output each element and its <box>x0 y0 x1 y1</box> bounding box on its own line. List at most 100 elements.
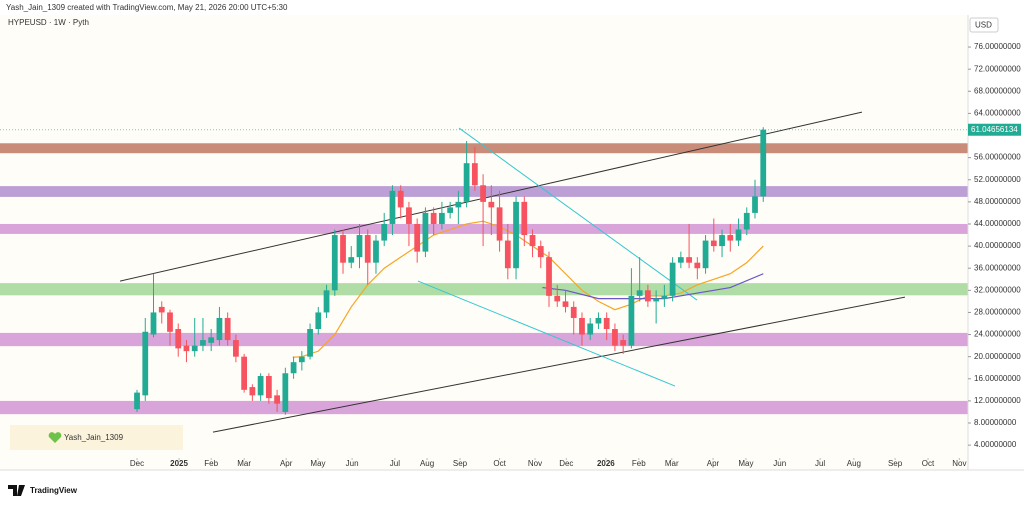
last-price-label: 61.04656134 <box>971 125 1018 134</box>
candle-body <box>158 306 165 313</box>
candle-body <box>727 235 734 241</box>
x-tick-label: Mar <box>237 459 251 468</box>
candle-body <box>167 312 173 332</box>
watermark-box <box>10 425 183 450</box>
logo-text: TradingView <box>30 486 78 495</box>
candle-body <box>265 376 272 399</box>
y-tick-label: 48.00000000 <box>974 197 1021 206</box>
candle-body <box>142 331 149 396</box>
x-tick-label: Jun <box>773 459 786 468</box>
candle-body <box>719 235 725 247</box>
candle-body <box>290 362 297 374</box>
candle-body <box>702 240 709 269</box>
x-tick-label: Oct <box>493 459 506 468</box>
plot-bg <box>0 15 968 470</box>
candle-body <box>422 212 429 252</box>
candle-body <box>208 337 215 343</box>
candle-body <box>521 201 528 236</box>
candle-body <box>455 201 462 208</box>
candle-body <box>636 290 643 296</box>
candle-body <box>579 317 585 335</box>
candle-body <box>397 190 404 208</box>
trendline <box>417 280 676 387</box>
candle-body <box>331 235 338 291</box>
x-tick-label: Feb <box>632 459 646 468</box>
x-tick-label: Dec <box>559 459 573 468</box>
candle-body <box>340 235 346 263</box>
x-tick-label: Dec <box>130 459 144 468</box>
candle-body <box>406 207 412 224</box>
candle-body <box>175 329 182 349</box>
candle-body <box>529 235 536 247</box>
x-tick-label: 2026 <box>597 459 615 468</box>
candle-body <box>645 290 651 302</box>
zone <box>0 143 968 154</box>
candle-body <box>430 212 437 224</box>
candle-body <box>496 207 503 241</box>
symbol-title: HYPEUSD · 1W · Pyth <box>8 18 89 27</box>
candle-body <box>282 373 289 412</box>
x-tick-label: Feb <box>204 459 218 468</box>
candle-body <box>307 329 313 357</box>
x-tick-label: Mar <box>665 459 679 468</box>
y-tick-label: 36.00000000 <box>974 263 1021 272</box>
candle-body <box>752 196 758 213</box>
x-tick-label: Sep <box>888 459 903 468</box>
y-tick-label: 52.00000000 <box>974 175 1021 184</box>
candle-body <box>389 190 396 224</box>
y-tick-label: 64.00000000 <box>974 109 1021 118</box>
candle-body <box>595 317 602 324</box>
candle-body <box>513 201 519 269</box>
candle-body <box>381 223 388 241</box>
x-tick-label: Apr <box>707 459 720 468</box>
candle-body <box>463 163 470 202</box>
candle-body <box>686 257 692 263</box>
y-tick-label: 76.00000000 <box>974 42 1021 51</box>
candle-body <box>471 163 478 186</box>
candle-body <box>554 295 561 302</box>
candle-body <box>150 312 157 335</box>
candle-body <box>677 257 684 263</box>
x-tick-label: Aug <box>847 459 861 468</box>
y-tick-label: 24.00000000 <box>974 330 1021 339</box>
x-tick-label: Oct <box>922 459 935 468</box>
y-tick-label: 44.00000000 <box>974 219 1021 228</box>
candle-body <box>348 257 355 263</box>
candle-body <box>315 312 322 330</box>
x-tick-label: Jul <box>815 459 825 468</box>
currency: USD <box>975 21 992 30</box>
candle-body <box>200 340 206 346</box>
y-tick-label: 56.00000000 <box>974 153 1021 162</box>
candle-body <box>356 235 363 258</box>
zone <box>0 332 968 347</box>
candle-body <box>447 207 454 213</box>
candle-body <box>241 356 248 390</box>
tv-logo <box>8 485 25 496</box>
candle-body <box>439 212 445 224</box>
zone <box>0 223 968 234</box>
candle-body <box>134 392 140 410</box>
candle-body <box>570 306 577 318</box>
watermark: Yash_Jain_1309 <box>64 433 124 442</box>
candle-body <box>414 223 421 252</box>
candle-body <box>603 317 610 330</box>
candle-body <box>257 376 264 396</box>
y-tick-label: 40.00000000 <box>974 241 1021 250</box>
candle-body <box>274 395 280 404</box>
x-tick-label: 2025 <box>170 459 188 468</box>
candle-body <box>323 290 330 313</box>
trendline <box>458 127 698 301</box>
x-tick-label: Sep <box>453 459 468 468</box>
y-tick-label: 8.00000000 <box>974 418 1017 427</box>
candle-body <box>504 240 511 269</box>
x-tick-label: May <box>738 459 753 468</box>
candle-body <box>612 329 618 346</box>
x-tick-label: Jun <box>346 459 359 468</box>
candle-body <box>488 201 495 208</box>
candle-body <box>694 262 701 269</box>
candle-body <box>298 356 305 363</box>
candle-body <box>743 212 750 230</box>
y-tick-label: 12.00000000 <box>974 396 1021 405</box>
y-tick-label: 20.00000000 <box>974 352 1021 361</box>
